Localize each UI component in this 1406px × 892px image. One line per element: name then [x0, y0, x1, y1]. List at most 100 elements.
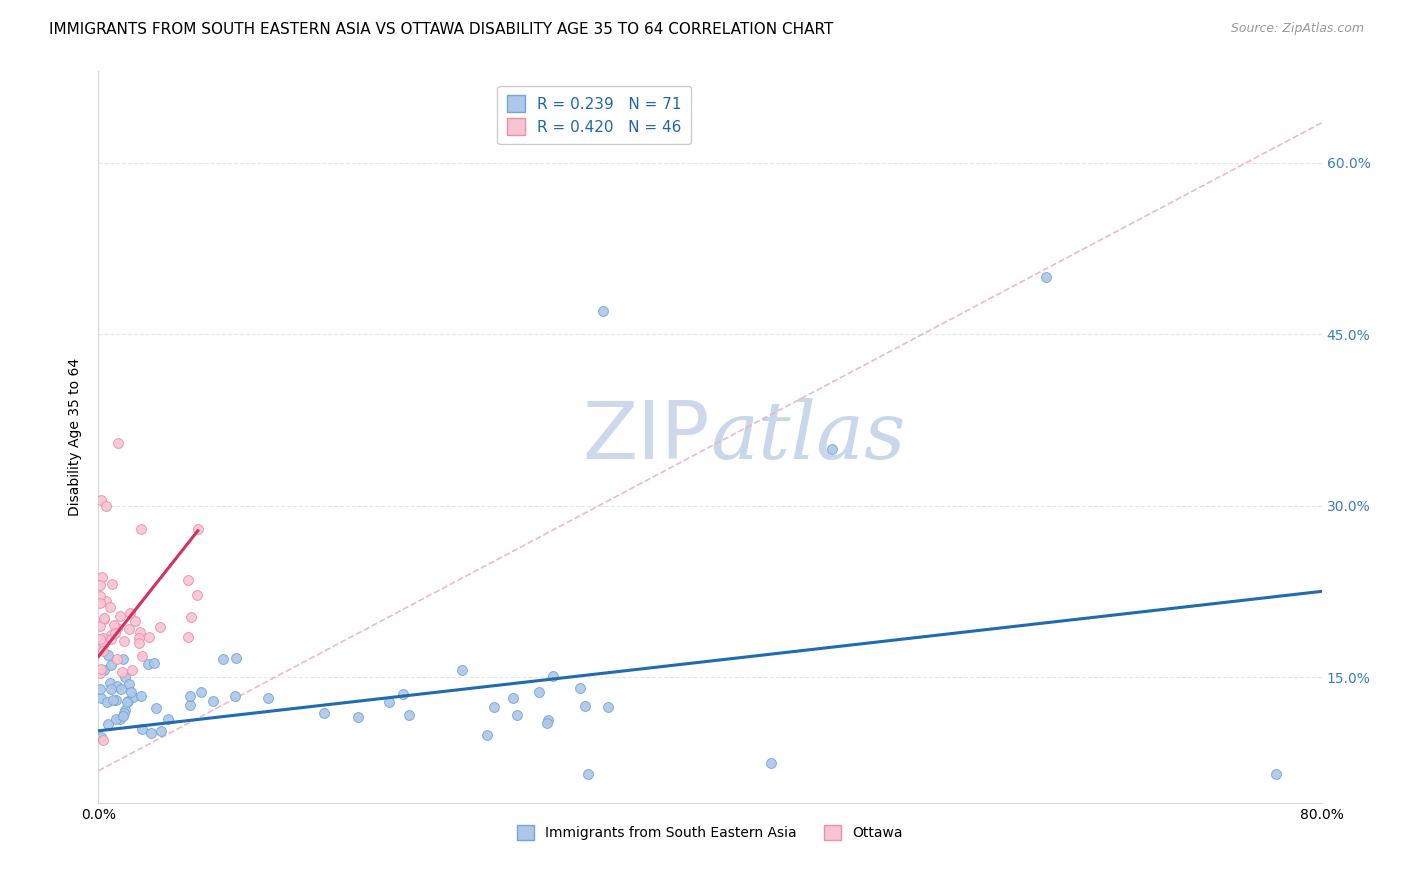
Point: [759, 756, 782, 770]
Point: [569, 681, 592, 695]
Point: [128, 636, 150, 650]
Point: [537, 713, 560, 727]
Point: [105, 651, 128, 665]
Point: [94, 594, 117, 608]
Point: [97, 716, 120, 731]
Point: [502, 690, 524, 705]
Point: [180, 610, 202, 624]
Point: [179, 698, 201, 712]
Point: [89, 681, 111, 696]
Point: [104, 693, 127, 707]
Legend: Immigrants from South Eastern Asia, Ottawa: Immigrants from South Eastern Asia, Otta…: [510, 818, 910, 847]
Point: [128, 631, 150, 645]
Point: [179, 689, 201, 703]
Point: [527, 684, 550, 698]
Point: [100, 657, 122, 672]
Point: [347, 710, 370, 724]
Point: [118, 677, 141, 691]
Point: [91, 640, 114, 654]
Point: [112, 706, 135, 720]
Point: [89, 632, 111, 647]
Point: [122, 690, 145, 704]
Point: [821, 442, 844, 456]
Point: [111, 652, 134, 666]
Point: [110, 682, 132, 697]
Point: [202, 693, 225, 707]
Point: [115, 695, 138, 709]
Point: [93, 611, 115, 625]
Y-axis label: Disability Age 35 to 64: Disability Age 35 to 64: [69, 358, 83, 516]
Point: [89, 578, 111, 592]
Point: [89, 619, 111, 633]
Point: [97, 648, 120, 662]
Point: [451, 663, 474, 677]
Point: [131, 723, 153, 737]
Point: [592, 304, 614, 318]
Point: [105, 679, 128, 693]
Point: [484, 700, 506, 714]
Point: [224, 689, 246, 703]
Point: [398, 708, 420, 723]
Point: [93, 663, 115, 677]
Text: ZIP: ZIP: [582, 398, 710, 476]
Point: [177, 573, 200, 587]
Point: [257, 690, 280, 705]
Point: [143, 657, 166, 671]
Point: [129, 690, 152, 704]
Point: [108, 609, 131, 624]
Point: [100, 681, 122, 696]
Point: [391, 687, 413, 701]
Point: [90, 662, 112, 676]
Point: [574, 698, 596, 713]
Point: [100, 628, 122, 642]
Point: [377, 695, 399, 709]
Point: [91, 733, 114, 747]
Point: [312, 706, 335, 720]
Point: [104, 626, 127, 640]
Point: [121, 663, 143, 677]
Text: atlas: atlas: [710, 399, 905, 475]
Text: Source: ZipAtlas.com: Source: ZipAtlas.com: [1230, 22, 1364, 36]
Point: [129, 521, 152, 535]
Point: [131, 649, 153, 664]
Point: [124, 615, 146, 629]
Point: [120, 685, 142, 699]
Point: [90, 492, 112, 507]
Point: [110, 712, 132, 726]
Point: [98, 600, 121, 615]
Point: [112, 708, 135, 723]
Point: [89, 589, 111, 603]
Point: [596, 699, 619, 714]
Point: [111, 665, 134, 679]
Point: [118, 622, 141, 636]
Point: [477, 728, 499, 742]
Point: [212, 652, 235, 666]
Point: [93, 636, 115, 650]
Point: [107, 435, 129, 450]
Point: [190, 685, 212, 699]
Point: [89, 596, 111, 610]
Point: [90, 730, 112, 744]
Point: [103, 618, 125, 632]
Point: [90, 690, 112, 705]
Point: [105, 621, 128, 635]
Point: [156, 711, 179, 725]
Point: [186, 588, 208, 602]
Point: [91, 643, 114, 657]
Point: [138, 631, 160, 645]
Point: [187, 521, 209, 535]
Point: [101, 693, 124, 707]
Point: [1035, 270, 1057, 285]
Point: [93, 612, 115, 626]
Point: [1264, 767, 1286, 781]
Point: [506, 708, 529, 723]
Point: [91, 632, 114, 646]
Point: [177, 630, 200, 644]
Point: [128, 625, 150, 640]
Point: [90, 570, 112, 584]
Point: [112, 633, 135, 648]
Point: [105, 712, 128, 726]
Point: [576, 767, 599, 781]
Point: [136, 657, 159, 672]
Point: [117, 694, 139, 708]
